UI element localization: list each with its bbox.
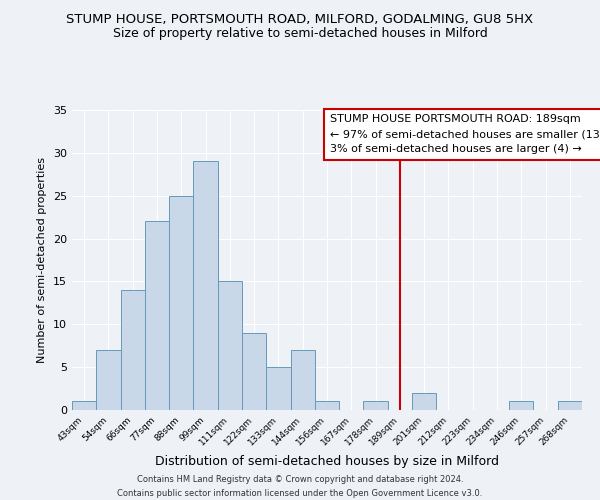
Y-axis label: Number of semi-detached properties: Number of semi-detached properties bbox=[37, 157, 47, 363]
Bar bbox=[509, 402, 533, 410]
Bar bbox=[315, 402, 339, 410]
Bar bbox=[558, 402, 582, 410]
Text: Size of property relative to semi-detached houses in Milford: Size of property relative to semi-detach… bbox=[113, 28, 487, 40]
Bar bbox=[96, 350, 121, 410]
Bar bbox=[193, 162, 218, 410]
Bar bbox=[266, 367, 290, 410]
X-axis label: Distribution of semi-detached houses by size in Milford: Distribution of semi-detached houses by … bbox=[155, 456, 499, 468]
Bar bbox=[72, 402, 96, 410]
Bar bbox=[364, 402, 388, 410]
Bar bbox=[242, 333, 266, 410]
Bar bbox=[145, 222, 169, 410]
Text: STUMP HOUSE PORTSMOUTH ROAD: 189sqm
← 97% of semi-detached houses are smaller (1: STUMP HOUSE PORTSMOUTH ROAD: 189sqm ← 97… bbox=[329, 114, 600, 154]
Bar bbox=[169, 196, 193, 410]
Text: STUMP HOUSE, PORTSMOUTH ROAD, MILFORD, GODALMING, GU8 5HX: STUMP HOUSE, PORTSMOUTH ROAD, MILFORD, G… bbox=[67, 12, 533, 26]
Bar bbox=[218, 282, 242, 410]
Bar bbox=[290, 350, 315, 410]
Bar bbox=[121, 290, 145, 410]
Text: Contains HM Land Registry data © Crown copyright and database right 2024.
Contai: Contains HM Land Registry data © Crown c… bbox=[118, 476, 482, 498]
Bar bbox=[412, 393, 436, 410]
